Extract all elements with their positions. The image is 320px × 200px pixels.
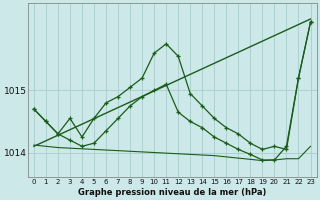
- X-axis label: Graphe pression niveau de la mer (hPa): Graphe pression niveau de la mer (hPa): [78, 188, 266, 197]
